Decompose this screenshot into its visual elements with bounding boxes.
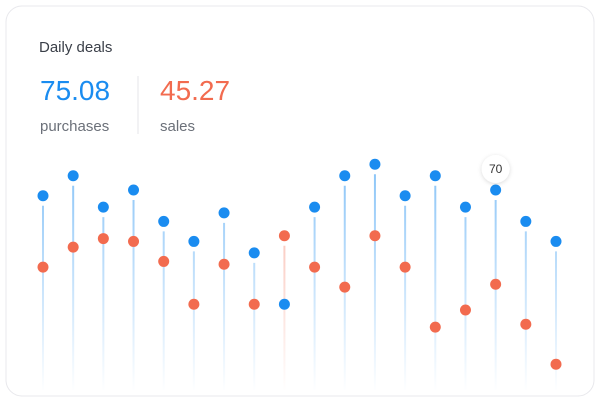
title: Daily deals [39,39,112,56]
dot [278,298,290,310]
dot [399,190,411,202]
dot [158,255,170,267]
tooltip-bubble [481,155,510,183]
dot [37,190,49,202]
stat-label: sales [160,118,195,135]
dot [248,247,260,259]
dot [459,304,471,316]
dot [309,261,321,273]
dot [128,184,140,196]
dot [128,235,140,247]
dot [429,170,441,182]
dot [97,201,109,213]
dot [67,170,79,182]
dot [399,261,411,273]
stat-label: purchases [40,118,109,135]
dot [97,233,109,245]
dot [490,184,502,196]
tooltip-text: 70 [489,162,503,176]
dot [490,278,502,290]
dot [37,261,49,273]
dot [550,235,562,247]
dot [218,207,230,219]
dot [67,241,79,253]
dot [158,215,170,227]
dot [309,201,321,213]
dot [218,258,230,270]
dot [339,281,351,293]
dot [188,235,200,247]
dot [248,298,260,310]
dot [278,230,290,242]
dot [369,158,381,170]
dot [520,215,532,227]
card-border [5,5,595,397]
dot [550,358,562,370]
dot [520,318,532,330]
stat-value: 75.08 [40,75,110,106]
dot [459,201,471,213]
dot [188,298,200,310]
dot [369,230,381,242]
dot [339,170,351,182]
dot [429,321,441,333]
stat-value: 45.27 [160,75,230,106]
plot: 70 [37,155,562,390]
